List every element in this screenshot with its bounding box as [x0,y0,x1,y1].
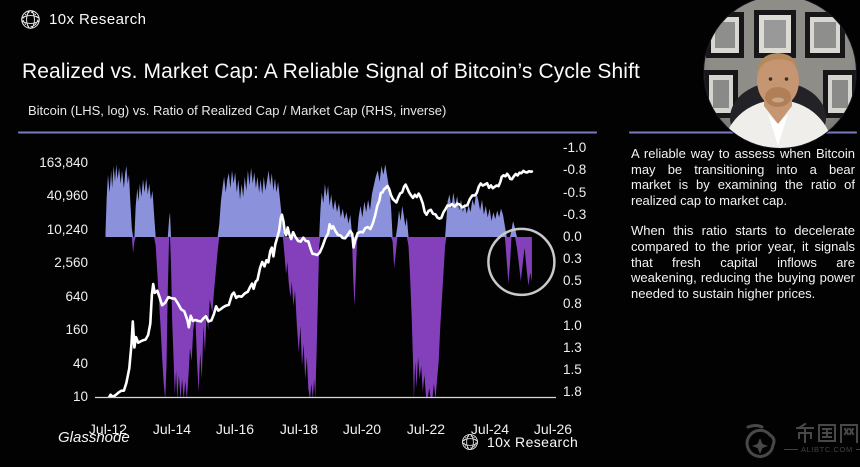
time-axis-tick-label: Jul-26 [533,421,573,437]
watermark-domain: ALIBTC.COM [784,445,860,454]
ratio-area-below-zero [105,237,532,398]
chart-subtitle: Bitcoin (LHS, log) vs. Ratio of Realized… [28,103,447,118]
header-brand: 10x Research [20,9,146,30]
watermark-logo-icon [745,424,776,458]
data-source-label: Glassnode [58,429,130,446]
ratio-area-above-zero [105,164,532,237]
footer-brand-text: 10x Research [487,434,579,450]
price-axis-tick-label: 40,960 [46,188,88,203]
footer-brand: 10x Research [461,433,578,451]
ratio-axis-tick-label: 0.5 [563,273,582,288]
time-axis-tick-label: Jul-12 [88,421,128,437]
time-axis-tick-label: Jul-20 [342,421,382,437]
presenter [723,53,833,148]
price-axis-tick-label: 40 [72,356,88,371]
bitcoin-price-line [107,169,534,398]
price-axis-tick-label: 2,560 [54,255,88,270]
presenter-webcam [704,0,856,148]
10x-research-logo-icon [462,434,478,450]
ratio-axis-tick-label: -0.3 [563,207,587,222]
ratio-axis-tick-label: 1.8 [563,384,582,399]
right-ratio-axis: -1.0 -0.8 -0.5 -0.3 0.0 0.3 0.5 0.8 1.0 1.3 1.5 1.8 [563,0,608,467]
page-title: Realized vs. Market Cap: A Reliable Sign… [22,60,640,83]
ratio-axis-tick-label: -0.8 [563,162,587,177]
ratio-axis-tick-label: 0.3 [563,251,582,266]
price-axis-tick-label: 10,240 [46,222,88,237]
time-axis-tick-label: Jul-16 [215,421,255,437]
time-axis-tick-label: Jul-18 [279,421,319,437]
price-axis-tick-label: 10 [72,389,88,404]
watermark: ALIBTC.COM [742,423,860,461]
left-price-axis: 163,840 40,960 10,240 2,560 640 160 40 10 [0,0,90,467]
commentary-paragraph-2: When this ratio starts to decelerate com… [631,223,855,301]
header-brand-text: 10x Research [49,11,147,28]
ratio-axis-tick-label: 1.5 [563,362,582,377]
time-axis-tick-label: Jul-24 [470,421,510,437]
commentary-panel: A reliable way to assess when Bitcoin ma… [631,146,855,316]
ratio-axis-tick-label: -0.5 [563,185,587,200]
commentary-paragraph-1: A reliable way to assess when Bitcoin ma… [631,146,855,208]
presenter-webcam-scene [704,0,856,148]
price-axis-tick-label: 160 [65,322,88,337]
ratio-axis-tick-label: -1.0 [563,140,587,155]
ratio-axis-tick-label: 0.8 [563,296,582,311]
annotation-circle [487,227,556,297]
watermark-cjk-glyphs [795,423,858,443]
time-axis-tick-label: Jul-14 [152,421,192,437]
ratio-axis-tick-label: 1.0 [563,318,582,333]
price-axis-tick-label: 640 [65,289,88,304]
divider-left [18,131,597,134]
time-axis-tick-label: Jul-22 [406,421,446,437]
price-axis-tick-label: 163,840 [39,155,88,170]
ratio-axis-tick-label: 1.3 [563,340,582,355]
ratio-axis-tick-label: 0.0 [563,229,582,244]
10x-research-logo-icon [21,10,40,29]
